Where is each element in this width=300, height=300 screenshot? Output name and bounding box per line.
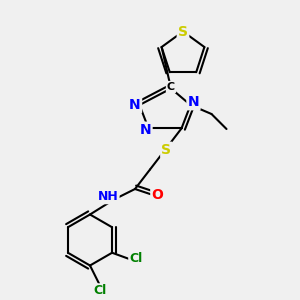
Text: NH: NH	[98, 190, 118, 203]
Text: C: C	[167, 82, 175, 92]
Text: N: N	[140, 123, 151, 137]
Text: Cl: Cl	[94, 284, 107, 298]
Text: S: S	[178, 25, 188, 38]
Text: S: S	[161, 143, 172, 157]
Text: N: N	[129, 98, 141, 112]
Text: O: O	[152, 188, 164, 202]
Text: N: N	[188, 95, 199, 109]
Text: Cl: Cl	[130, 252, 143, 265]
